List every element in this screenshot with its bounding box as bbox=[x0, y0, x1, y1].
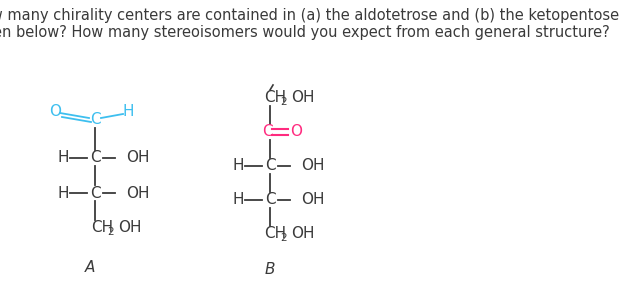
Text: C: C bbox=[90, 185, 100, 201]
Text: C: C bbox=[90, 112, 100, 128]
Text: H: H bbox=[122, 105, 134, 119]
Text: H: H bbox=[232, 158, 244, 174]
Text: CH: CH bbox=[264, 91, 286, 105]
Text: C: C bbox=[265, 158, 275, 174]
Text: OH: OH bbox=[126, 151, 150, 165]
Text: 2: 2 bbox=[281, 97, 287, 107]
Text: 2: 2 bbox=[281, 233, 287, 243]
Text: 2: 2 bbox=[108, 227, 114, 237]
Text: B: B bbox=[265, 262, 275, 278]
Text: C: C bbox=[262, 125, 273, 139]
Text: A: A bbox=[85, 261, 95, 275]
Text: H: H bbox=[57, 185, 69, 201]
Text: CH: CH bbox=[264, 227, 286, 241]
Text: O: O bbox=[290, 125, 302, 139]
Text: C: C bbox=[265, 192, 275, 208]
Text: H: H bbox=[232, 192, 244, 208]
Text: OH: OH bbox=[301, 192, 325, 208]
Text: OH: OH bbox=[126, 185, 150, 201]
Text: OH: OH bbox=[291, 227, 315, 241]
Text: OH: OH bbox=[118, 221, 141, 235]
Text: How many chirality centers are contained in (a) the aldotetrose and (b) the keto: How many chirality centers are contained… bbox=[0, 8, 623, 40]
Text: OH: OH bbox=[291, 91, 315, 105]
Text: CH: CH bbox=[91, 221, 113, 235]
Text: OH: OH bbox=[301, 158, 325, 174]
Text: C: C bbox=[90, 151, 100, 165]
Text: O: O bbox=[49, 105, 61, 119]
Text: H: H bbox=[57, 151, 69, 165]
